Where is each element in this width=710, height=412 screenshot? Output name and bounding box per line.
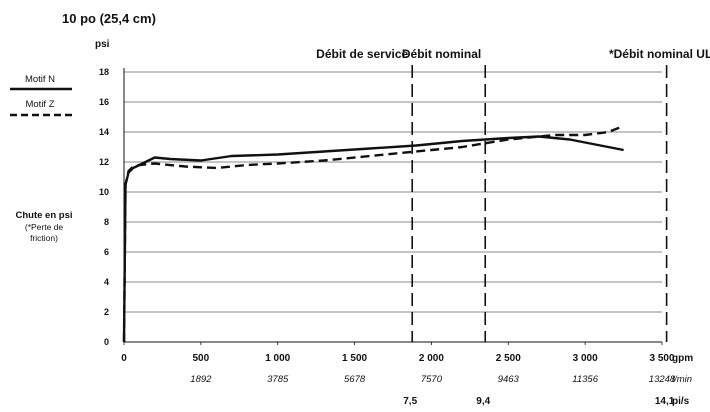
x-tick-label: 2 000 xyxy=(419,353,444,364)
y-tick-label: 2 xyxy=(104,307,109,317)
legend: Motif N Motif Z xyxy=(10,74,72,117)
velocity-unit: pi/s xyxy=(672,396,690,407)
y-tick-label: 4 xyxy=(104,277,109,287)
y-tick-label: 10 xyxy=(99,187,109,197)
y-axis-label-note-2: friction) xyxy=(30,233,58,243)
velocity-tick-label: 14,1 xyxy=(655,396,675,407)
x-secondary-tick-label: 13248 xyxy=(649,374,676,385)
y-tick-label: 18 xyxy=(99,67,109,77)
y-tick-label: 16 xyxy=(99,97,109,107)
x-secondary-tick-label: 9463 xyxy=(498,374,520,385)
y-tick-label: 0 xyxy=(104,337,109,347)
y-axis-label-note: (*Perte de xyxy=(25,222,64,232)
series-line-motif-z xyxy=(122,124,625,343)
x-secondary-tick-label: 11356 xyxy=(572,374,598,385)
x-tick-label: 0 xyxy=(121,353,127,364)
x-tick-label: 500 xyxy=(193,353,210,364)
grid xyxy=(124,71,662,313)
x-tick-label: 3 000 xyxy=(573,353,598,364)
velocity-tick-label: 7,5 xyxy=(403,396,417,407)
reference-line-label: Débit de service xyxy=(316,47,408,61)
chart-title: 10 po (25,4 cm) xyxy=(62,11,156,26)
y-tick-label: 8 xyxy=(104,217,109,227)
x-unit-lmin: l/min xyxy=(672,374,692,385)
x-tick-label: 1 500 xyxy=(342,353,367,364)
legend-label-motif-n: Motif N xyxy=(25,74,55,85)
y-tick-label: 14 xyxy=(99,127,109,137)
reference-line-label: Débit nominal xyxy=(402,47,481,61)
x-secondary-tick-label: 5678 xyxy=(344,374,366,385)
legend-label-motif-z: Motif Z xyxy=(25,99,54,110)
y-tick-label: 12 xyxy=(99,157,109,167)
y-axis-label: Chute en psi xyxy=(15,210,72,221)
axes xyxy=(123,68,663,345)
series-lines xyxy=(122,124,625,343)
y-tick-label: 6 xyxy=(104,247,109,257)
x-secondary-tick-label: 3785 xyxy=(267,374,289,385)
x-secondary-tick-label: 7570 xyxy=(421,374,443,385)
x-tick-label: 1 000 xyxy=(265,353,290,364)
x-secondary-tick-label: 1892 xyxy=(190,374,212,385)
y-tick-labels: 0 2 4 6 8 10 12 14 16 18 xyxy=(99,67,109,347)
reference-line-label: *Débit nominal UL xyxy=(609,47,710,61)
x-tick-label: 3 500 xyxy=(649,353,674,364)
x-unit-gpm: gpm xyxy=(672,353,693,364)
y-axis-unit-label: psi xyxy=(95,39,110,50)
x-tick-label: 2 500 xyxy=(496,353,521,364)
velocity-tick-label: 9,4 xyxy=(476,396,490,407)
